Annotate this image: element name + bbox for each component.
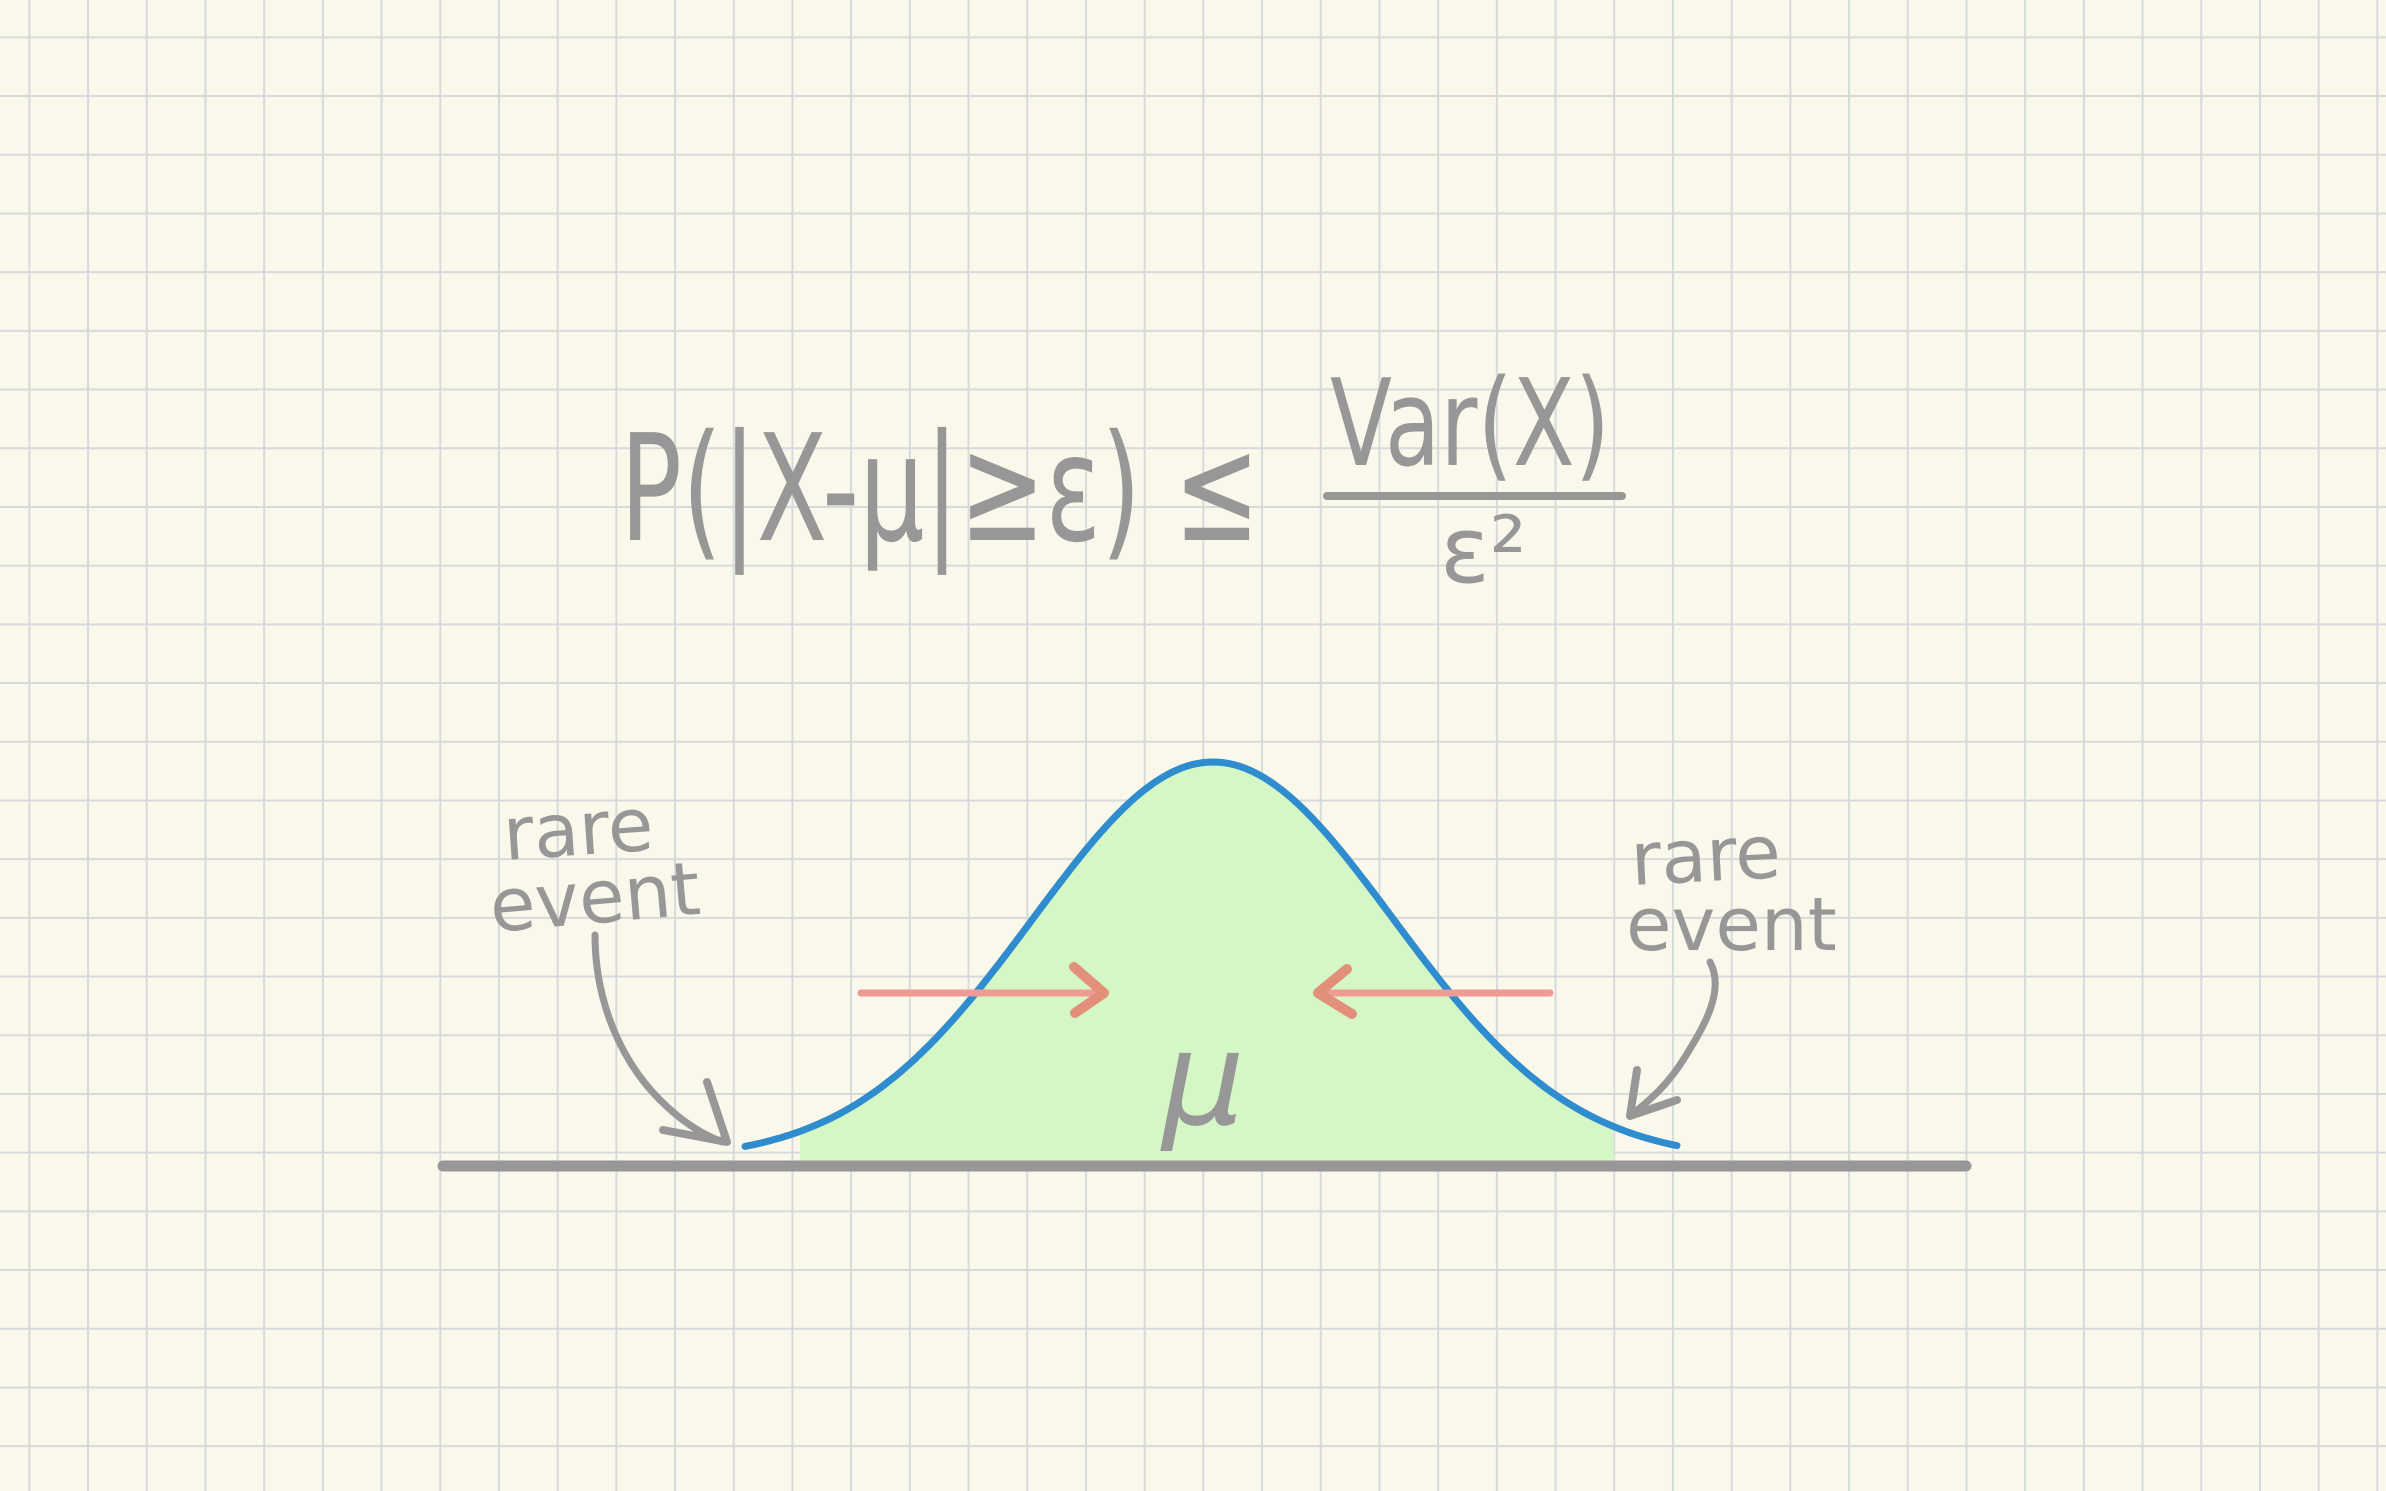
right-arrow <box>1313 964 1554 1019</box>
converging-arrows <box>857 962 1554 1019</box>
mean-label: μ <box>1160 1003 1245 1155</box>
left-annotation-arrow <box>591 931 726 1146</box>
left-rare-event-annotation: rare event <box>486 782 731 1146</box>
right-annotation-arrowhead <box>1626 1066 1681 1120</box>
right-annotation-arrow <box>1626 958 1719 1120</box>
density-curve <box>741 758 1681 1150</box>
right-annotation-line2: event <box>1626 882 1837 968</box>
left-annotation-line1: rare <box>500 782 656 878</box>
right-annotation-line1: rare <box>1628 809 1782 903</box>
normal-distribution: μ <box>437 758 1972 1172</box>
right-arrowhead <box>1313 964 1357 1019</box>
left-arrowhead <box>1069 962 1109 1018</box>
left-annotation-arrowhead <box>659 1078 731 1146</box>
chebyshev-inequality: P(|X-μ|≥ε) ≤ Var(X) ε² <box>620 355 1626 604</box>
left-arrow <box>857 962 1109 1018</box>
formula-lhs: P(|X-μ|≥ε) ≤ <box>620 403 1260 575</box>
curve-fill <box>800 762 1615 1168</box>
formula-numerator: Var(X) <box>1330 355 1610 494</box>
formula-denominator: ε² <box>1440 497 1527 604</box>
right-rare-event-annotation: rare event <box>1626 809 1837 1120</box>
